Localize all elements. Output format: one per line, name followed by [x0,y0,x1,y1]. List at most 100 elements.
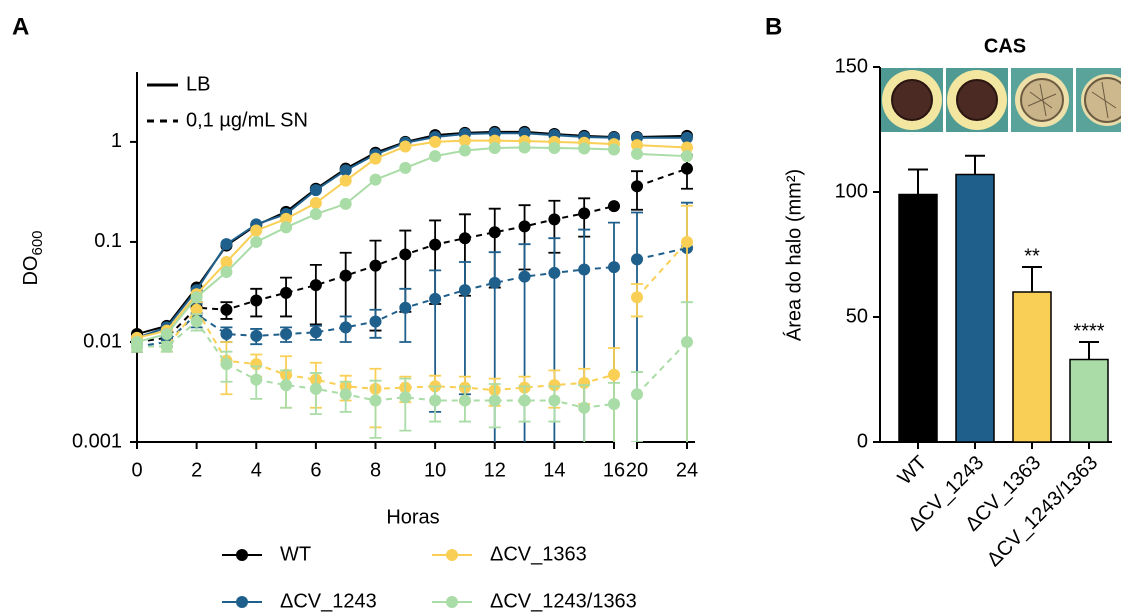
data-point [578,142,591,155]
y-tick-label: 1 [111,130,122,152]
data-point [339,164,352,177]
x-tick-label: 24 [676,459,698,481]
data-point [681,131,693,144]
data-point [548,394,561,407]
plate-images [881,68,1121,132]
bar [955,173,995,443]
data-point [280,328,293,341]
data-point [399,391,412,404]
y-tick-label: 100 [835,180,868,202]
data-point [458,394,471,407]
data-point [458,284,471,297]
error-bar [399,377,412,432]
legend-label: ΔCV_1243/1363 [490,590,637,612]
x-tick-label: 20 [626,459,648,481]
data-point [190,315,203,328]
data-point [339,174,352,187]
data-point [399,301,412,314]
data-point [631,388,643,401]
error-bar [458,261,471,396]
data-point [631,291,643,304]
significance-label: **** [1073,320,1104,342]
data-point [220,266,233,279]
data-point [608,200,620,213]
data-point [339,321,352,334]
error-bar [608,381,620,442]
data-point [548,379,561,392]
error-bar [1022,266,1042,292]
legend-marker [236,549,248,561]
legend-label: ΔCV_1243 [280,590,377,612]
data-point [518,220,531,233]
data-point [429,150,442,163]
data-point [160,340,173,353]
x-tick-label: 8 [370,459,381,481]
data-point [220,328,233,341]
plate-colony [891,79,933,121]
data-point [429,394,442,407]
series-line [636,167,688,188]
plot-area [131,125,693,442]
error-bar [399,287,412,343]
y-tick-label: 0 [857,430,868,452]
data-point [369,173,382,186]
data-point [309,382,322,395]
plate-colony [1084,77,1121,123]
legend-marker [446,549,458,561]
data-point [309,197,322,210]
series-line [636,241,688,298]
data-point [548,266,561,279]
data-point [488,276,501,289]
data-point [190,303,203,316]
data-point [429,238,442,251]
y-tick-label: 0.01 [83,330,122,352]
y-axis-label: DO600 [20,230,46,285]
data-point [518,141,531,154]
x-tick-label: 6 [310,459,321,481]
data-point [369,259,382,272]
data-point [250,329,263,342]
data-point [280,379,293,392]
significance-label: ** [1024,245,1040,267]
data-point [488,141,501,154]
data-point [220,238,233,251]
y-label-subscript: 600 [29,230,46,255]
data-point [578,263,591,276]
data-point [631,139,643,152]
bar [1012,291,1052,443]
legend-label: WT [280,543,311,565]
data-point [250,235,263,248]
data-point [369,315,382,328]
data-point [488,226,501,239]
x-tick-label: 0 [131,459,142,481]
panel-label: B [765,13,782,40]
data-point [220,256,233,269]
data-point [578,401,591,414]
plate-cracks [1027,83,1057,117]
legend-label: LB [186,73,210,95]
data-point [608,397,620,410]
x-tick-label: 12 [484,459,506,481]
data-point [309,279,322,292]
data-point [369,152,382,165]
data-point [399,161,412,174]
error-bar [965,154,985,175]
error-bar [908,168,928,195]
data-point [339,269,352,282]
data-point [309,184,322,197]
data-point [548,213,561,226]
x-tick-label: 4 [251,459,262,481]
series-line [636,152,688,158]
data-point [518,394,531,407]
data-point [220,303,233,316]
data-point [631,253,643,266]
series-line [636,144,688,149]
data-point [681,150,693,163]
data-point [488,394,501,407]
data-point [578,207,591,220]
data-point [160,328,173,341]
data-point [339,388,352,401]
data-point [399,140,412,153]
error-bar [309,263,322,326]
